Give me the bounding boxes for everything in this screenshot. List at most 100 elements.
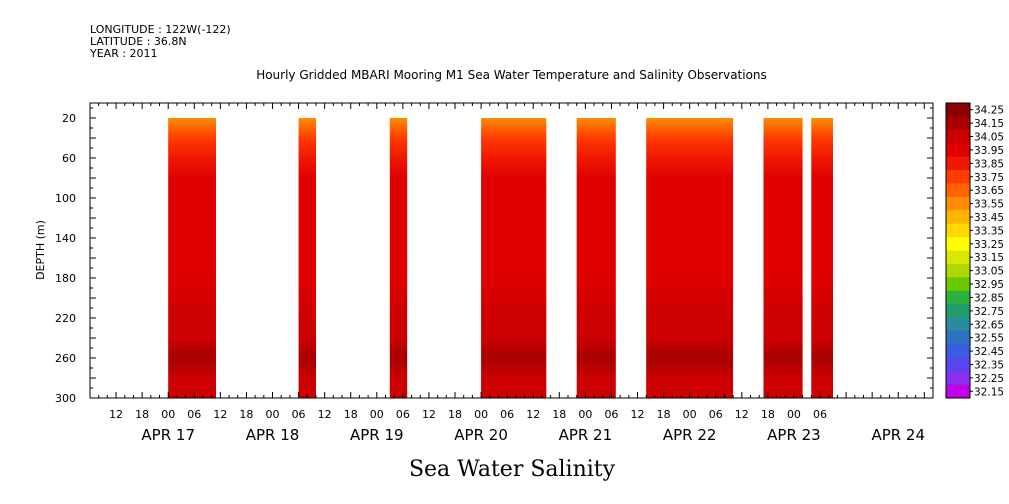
x-tick-label: 18 — [135, 408, 149, 421]
colorbar-label: 32.65 — [974, 319, 1004, 331]
x-tick-label: 18 — [552, 408, 566, 421]
data-block-4 — [481, 118, 547, 398]
colorbar-label: 32.25 — [974, 373, 1004, 385]
x-date-label: APR 24 — [871, 426, 925, 444]
colorbar-label: 33.65 — [974, 185, 1004, 197]
colorbar-swatch — [946, 103, 970, 117]
y-axis: 20 60 100 140 180 220 260 300 — [55, 107, 933, 405]
data-block-8 — [811, 118, 833, 398]
data-block-6 — [646, 118, 734, 398]
colorbar-label: 34.15 — [974, 118, 1004, 130]
x-tick-label: 06 — [604, 408, 618, 421]
data-block-1 — [168, 118, 216, 398]
colorbar-label: 32.55 — [974, 333, 1004, 345]
colorbar-swatch — [946, 330, 970, 345]
colorbar-label: 34.25 — [974, 105, 1004, 117]
colorbar-swatch — [946, 371, 970, 386]
data-block-2 — [298, 118, 316, 398]
x-date-label: APR 17 — [141, 426, 195, 444]
colorbar-label: 33.15 — [974, 252, 1004, 264]
x-tick-label: 06 — [396, 408, 410, 421]
colorbar-label: 33.45 — [974, 212, 1004, 224]
x-tick-label: 12 — [526, 408, 540, 421]
colorbar-swatch — [946, 116, 970, 131]
x-tick-label: 12 — [631, 408, 645, 421]
x-date-label: APR 19 — [350, 426, 404, 444]
x-tick-label: 12 — [109, 408, 123, 421]
colorbar-swatch — [946, 304, 970, 319]
x-date-label: APR 23 — [767, 426, 821, 444]
x-date-label: APR 18 — [246, 426, 300, 444]
data-block-3 — [389, 118, 408, 398]
x-tick-label: 12 — [735, 408, 749, 421]
y-tick-label: 60 — [62, 152, 76, 165]
colorbar-label: 32.45 — [974, 346, 1004, 358]
y-tick-label: 140 — [55, 232, 76, 245]
x-tick-label: 06 — [813, 408, 827, 421]
colorbar-swatch — [946, 196, 970, 211]
colorbar-swatch — [946, 143, 970, 158]
x-tick-label: 18 — [761, 408, 775, 421]
colorbar-swatch — [946, 183, 970, 198]
colorbar-label: 33.95 — [974, 145, 1004, 157]
colorbar-swatch — [946, 317, 970, 332]
data-block-5 — [576, 118, 616, 398]
metadata-block: LONGITUDE : 122W(-122) LATITUDE : 36.8N … — [90, 24, 231, 60]
plot-title: Hourly Gridded MBARI Mooring M1 Sea Wate… — [256, 68, 767, 82]
x-date-label: APR 20 — [454, 426, 508, 444]
colorbar-label: 32.85 — [974, 292, 1004, 304]
y-tick-label: 220 — [55, 312, 76, 325]
y-tick-label: 100 — [55, 192, 76, 205]
y-tick-label: 300 — [55, 392, 76, 405]
colorbar-swatch — [946, 156, 970, 171]
longitude-label: LONGITUDE : 122W(-122) — [90, 23, 231, 36]
x-tick-label: 18 — [239, 408, 253, 421]
x-tick-label: 00 — [578, 408, 592, 421]
colorbar-label: 33.25 — [974, 239, 1004, 251]
x-tick-label: 00 — [474, 408, 488, 421]
y-tick-label: 180 — [55, 272, 76, 285]
colorbar-swatch — [946, 357, 970, 372]
x-axis-label: Sea Water Salinity — [409, 457, 616, 482]
x-tick-label: 06 — [187, 408, 201, 421]
latitude-label: LATITUDE : 36.8N — [90, 35, 187, 48]
x-axis: 12 18 00 06 12 18 00 06 12 18 00 06 12 18 00 06 12 18 00 06… — [89, 103, 934, 444]
colorbar-swatch — [946, 223, 970, 238]
plot-frame — [89, 102, 934, 399]
colorbar-swatch — [946, 277, 970, 292]
x-tick-label: 12 — [318, 408, 332, 421]
colorbar-swatch — [946, 250, 970, 265]
colorbar-label: 33.05 — [974, 266, 1004, 278]
colorbar-swatch — [946, 384, 970, 399]
colorbar-swatch — [946, 210, 970, 225]
x-tick-label: 06 — [292, 408, 306, 421]
colorbar-label: 32.35 — [974, 359, 1004, 371]
colorbar-label: 33.35 — [974, 225, 1004, 237]
colorbar-label: 33.55 — [974, 199, 1004, 211]
x-tick-label: 00 — [266, 408, 280, 421]
data-block-7 — [763, 118, 803, 398]
colorbar-swatch — [946, 344, 970, 359]
y-tick-label: 20 — [62, 112, 76, 125]
colorbar-label: 32.15 — [974, 386, 1004, 398]
y-axis-label: DEPTH (m) — [34, 220, 47, 280]
x-tick-label: 00 — [787, 408, 801, 421]
colorbar-swatch — [946, 290, 970, 305]
x-tick-label: 18 — [657, 408, 671, 421]
x-tick-label: 12 — [422, 408, 436, 421]
colorbar-swatch — [946, 129, 970, 144]
x-tick-label: 00 — [161, 408, 175, 421]
x-date-label: APR 22 — [663, 426, 717, 444]
x-tick-label: 00 — [683, 408, 697, 421]
colorbar-swatch — [946, 263, 970, 278]
colorbar-label: 34.05 — [974, 132, 1004, 144]
colorbar-swatch — [946, 237, 970, 251]
x-tick-label: 06 — [500, 408, 514, 421]
colorbar-label: 33.75 — [974, 172, 1004, 184]
colorbar-label: 33.85 — [974, 158, 1004, 170]
colorbar-swatch — [946, 170, 970, 184]
y-tick-label: 260 — [55, 352, 76, 365]
colorbar-label: 32.95 — [974, 279, 1004, 291]
